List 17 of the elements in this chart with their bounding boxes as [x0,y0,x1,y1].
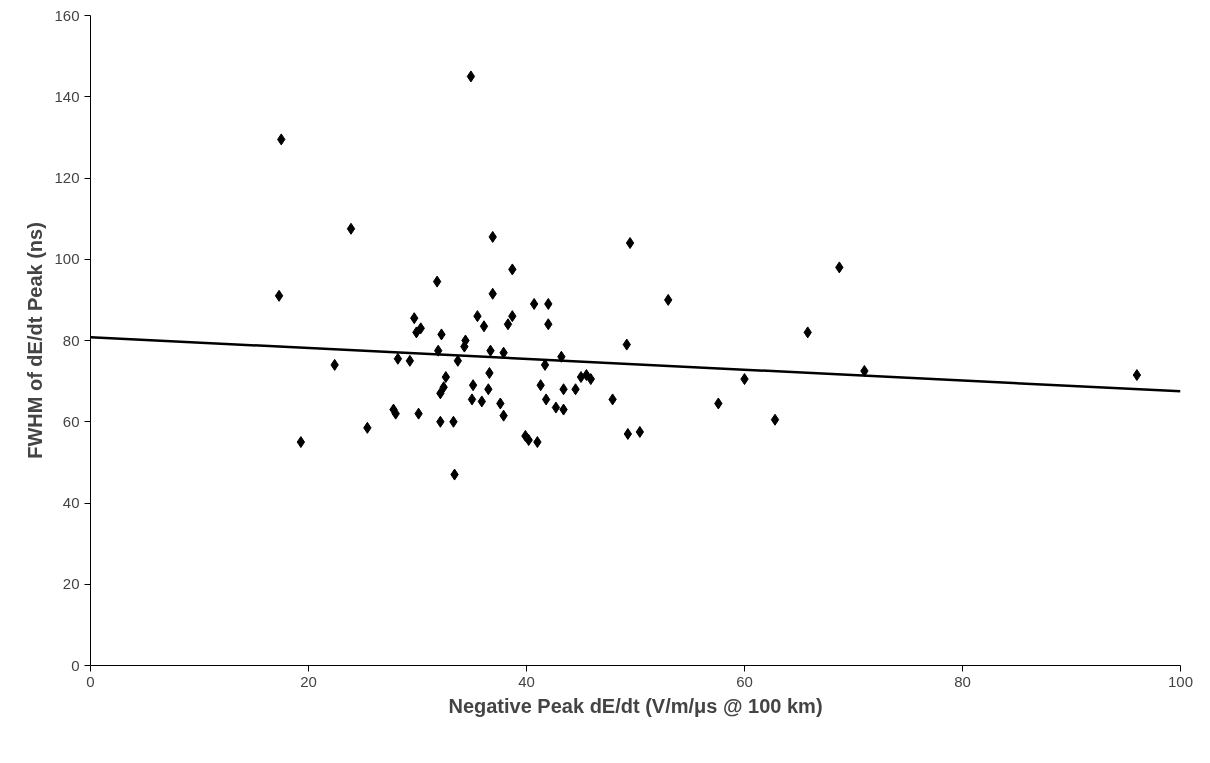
x-tick-label: 80 [954,672,971,690]
x-axis-title: Negative Peak dE/dt (V/m/μs @ 100 km) [448,694,823,717]
y-tick-label: 60 [62,412,80,430]
x-tick-label: 0 [86,672,95,690]
y-tick-label: 0 [71,656,80,674]
y-axis-title: FWHM of dE/dt Peak (ns) [24,222,47,459]
y-tick-label: 80 [62,331,80,349]
y-tick-label: 120 [54,169,80,186]
y-tick-label: 140 [54,87,80,105]
y-tick-label: 100 [54,250,80,268]
x-tick-label: 60 [736,672,753,690]
y-tick-label: 160 [54,6,80,24]
x-tick-label: 100 [1167,672,1194,690]
x-tick-label: 40 [518,672,535,690]
y-tick-label: 20 [62,575,80,593]
y-tick-label: 40 [62,494,80,511]
x-tick-label: 20 [300,672,317,690]
